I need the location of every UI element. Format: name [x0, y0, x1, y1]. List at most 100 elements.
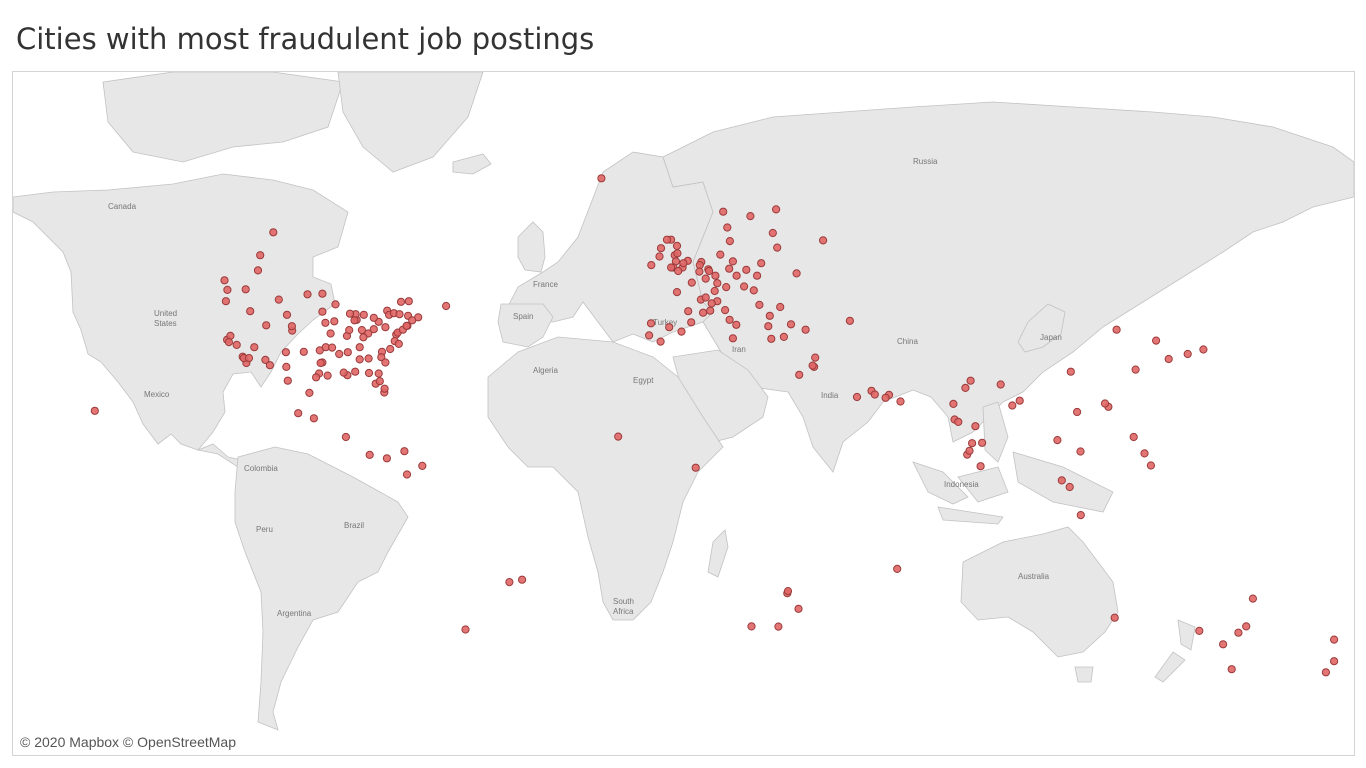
city-marker[interactable]: [323, 371, 332, 380]
map-attribution[interactable]: © 2020 Mapbox © OpenStreetMap: [20, 734, 236, 750]
city-marker[interactable]: [281, 348, 290, 357]
city-marker[interactable]: [461, 625, 470, 634]
city-marker[interactable]: [339, 368, 348, 377]
city-marker[interactable]: [1057, 476, 1066, 485]
city-marker[interactable]: [1112, 325, 1121, 334]
city-marker[interactable]: [1076, 511, 1085, 520]
city-marker[interactable]: [721, 306, 730, 315]
city-marker[interactable]: [442, 301, 451, 311]
city-marker[interactable]: [1248, 594, 1258, 603]
city-marker[interactable]: [808, 361, 817, 370]
city-marker[interactable]: [318, 307, 327, 316]
city-marker[interactable]: [221, 297, 230, 306]
city-marker[interactable]: [674, 266, 683, 276]
city-marker[interactable]: [656, 244, 666, 253]
city-marker[interactable]: [795, 370, 804, 379]
city-marker[interactable]: [976, 462, 985, 471]
city-marker[interactable]: [350, 316, 359, 325]
city-marker[interactable]: [949, 399, 958, 408]
city-marker[interactable]: [722, 283, 731, 292]
city-marker[interactable]: [381, 323, 390, 332]
city-marker[interactable]: [1330, 635, 1339, 644]
city-marker[interactable]: [232, 340, 241, 349]
city-marker[interactable]: [287, 322, 296, 331]
city-marker[interactable]: [881, 393, 890, 402]
city-marker[interactable]: [1065, 482, 1074, 492]
city-marker[interactable]: [701, 293, 710, 302]
city-marker[interactable]: [381, 358, 390, 367]
city-marker[interactable]: [335, 349, 344, 359]
city-marker[interactable]: [684, 307, 693, 316]
city-marker[interactable]: [677, 327, 686, 336]
city-marker[interactable]: [380, 384, 389, 393]
city-marker[interactable]: [779, 332, 789, 341]
city-marker[interactable]: [343, 348, 352, 357]
city-marker[interactable]: [395, 310, 404, 319]
city-marker[interactable]: [1066, 367, 1075, 376]
city-marker[interactable]: [1227, 665, 1236, 674]
city-marker[interactable]: [505, 578, 514, 587]
city-marker[interactable]: [656, 337, 665, 346]
city-marker[interactable]: [418, 461, 427, 470]
city-markers[interactable]: [90, 174, 1339, 677]
city-marker[interactable]: [1129, 432, 1138, 442]
city-marker[interactable]: [294, 409, 303, 418]
city-marker[interactable]: [283, 376, 292, 385]
city-marker[interactable]: [728, 334, 738, 343]
city-marker[interactable]: [408, 316, 417, 325]
city-marker[interactable]: [954, 417, 963, 426]
city-marker[interactable]: [655, 252, 664, 261]
city-marker[interactable]: [767, 334, 776, 343]
city-marker[interactable]: [1183, 349, 1192, 359]
city-marker[interactable]: [256, 251, 265, 260]
city-marker[interactable]: [396, 297, 406, 306]
city-marker[interactable]: [1110, 613, 1119, 622]
city-marker[interactable]: [852, 392, 862, 402]
city-marker[interactable]: [326, 329, 335, 338]
city-marker[interactable]: [773, 243, 782, 252]
city-marker[interactable]: [1330, 657, 1339, 666]
city-marker[interactable]: [597, 174, 606, 183]
city-marker[interactable]: [355, 355, 364, 364]
city-marker[interactable]: [369, 325, 378, 334]
city-marker[interactable]: [518, 575, 527, 584]
city-marker[interactable]: [321, 318, 330, 327]
city-marker[interactable]: [1164, 354, 1173, 364]
city-marker[interactable]: [711, 271, 720, 280]
city-marker[interactable]: [801, 325, 810, 334]
city-marker[interactable]: [299, 347, 308, 356]
city-marker[interactable]: [359, 310, 368, 319]
city-marker[interactable]: [665, 323, 674, 332]
city-marker[interactable]: [755, 300, 764, 309]
city-marker[interactable]: [1140, 449, 1149, 458]
city-marker[interactable]: [772, 205, 781, 214]
city-marker[interactable]: [224, 338, 233, 347]
city-marker[interactable]: [725, 264, 734, 273]
city-marker[interactable]: [719, 207, 728, 216]
city-marker[interactable]: [774, 622, 783, 631]
city-marker[interactable]: [223, 285, 232, 294]
city-marker[interactable]: [400, 447, 409, 456]
city-marker[interactable]: [261, 355, 270, 364]
city-marker[interactable]: [968, 439, 977, 448]
city-marker[interactable]: [375, 377, 384, 386]
city-marker[interactable]: [305, 388, 314, 397]
city-marker[interactable]: [394, 339, 403, 348]
city-marker[interactable]: [377, 353, 386, 362]
city-marker[interactable]: [728, 257, 738, 266]
city-marker[interactable]: [274, 295, 283, 304]
city-marker[interactable]: [341, 432, 350, 442]
city-marker[interactable]: [845, 316, 855, 325]
city-marker[interactable]: [672, 288, 682, 297]
city-marker[interactable]: [747, 622, 756, 631]
city-marker[interactable]: [316, 358, 325, 368]
city-marker[interactable]: [312, 373, 321, 382]
city-marker[interactable]: [318, 289, 327, 298]
city-marker[interactable]: [303, 290, 312, 299]
city-marker[interactable]: [966, 376, 975, 385]
city-marker[interactable]: [742, 265, 751, 274]
city-marker[interactable]: [794, 604, 803, 613]
city-marker[interactable]: [811, 353, 820, 362]
city-marker[interactable]: [713, 279, 722, 288]
city-marker[interactable]: [402, 321, 411, 330]
